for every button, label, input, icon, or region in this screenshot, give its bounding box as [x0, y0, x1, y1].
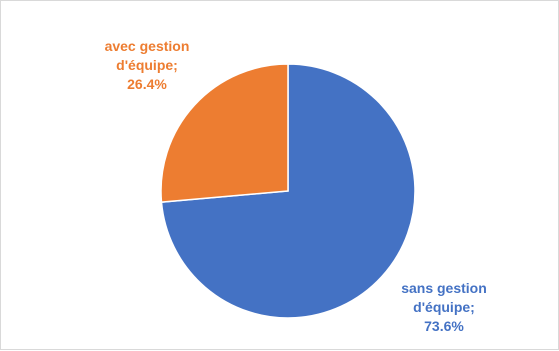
slice-label-0: sans gestion d'équipe; 73.6% [401, 280, 487, 334]
slice-label-1-line-2: 26.4% [127, 76, 167, 92]
slice-label-1-line-0: avec gestion [105, 38, 190, 54]
slice-label-0-line-2: 73.6% [424, 318, 464, 334]
slice-label-0-line-1: d'équipe; [413, 299, 475, 315]
slice-label-0-line-0: sans gestion [401, 280, 487, 296]
pie-slice-1 [160, 63, 289, 203]
slice-label-1-line-1: d'équipe; [116, 57, 178, 73]
slice-label-1: avec gestion d'équipe; 26.4% [105, 38, 190, 92]
